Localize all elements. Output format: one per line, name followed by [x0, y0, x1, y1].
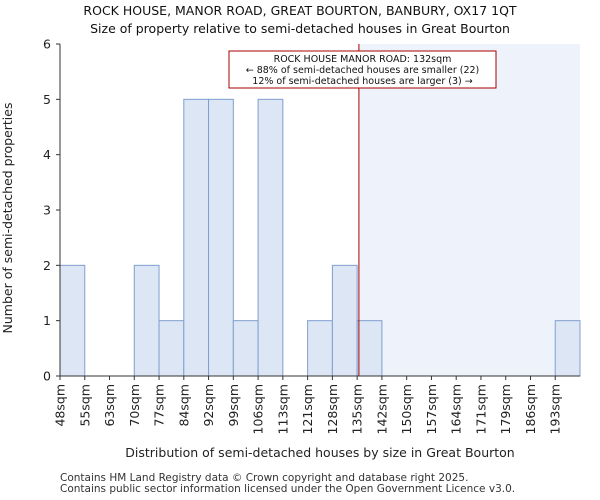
histogram-bar-121sqm — [307, 320, 333, 377]
annotation-line-1: ROCK HOUSE MANOR ROAD: 132sqm — [274, 54, 452, 65]
attribution-footer: Contains HM Land Registry data © Crown c… — [60, 473, 515, 495]
attribution-line-2: Contains public sector information licen… — [60, 483, 516, 495]
annotation-line-3: 12% of semi-detached houses are larger (… — [252, 76, 472, 87]
x-tick-label: 92sqm — [201, 384, 216, 427]
x-tick-label: 113sqm — [275, 384, 290, 434]
y-tick-label: 0 — [43, 369, 51, 384]
histogram-bar-99sqm — [232, 320, 259, 377]
x-tick-label: 99sqm — [226, 384, 241, 427]
x-tick-label: 70sqm — [127, 384, 142, 427]
histogram-bar-84sqm — [183, 98, 210, 377]
x-tick-label: 193sqm — [548, 384, 563, 434]
x-tick-label: 106sqm — [251, 384, 266, 434]
y-tick-label: 1 — [43, 313, 51, 328]
x-tick-label: 179sqm — [498, 384, 513, 434]
annotation-box — [228, 50, 497, 89]
y-tick-label: 4 — [43, 147, 51, 162]
annotation-line-2: ← 88% of semi-detached houses are smalle… — [246, 65, 480, 76]
x-tick-label: 135sqm — [350, 384, 365, 434]
x-tick-label: 164sqm — [449, 384, 464, 434]
histogram-bar-77sqm — [158, 320, 185, 377]
x-tick-label: 142sqm — [374, 384, 389, 434]
x-tick-label: 77sqm — [152, 384, 167, 427]
x-tick-label: 63sqm — [102, 384, 117, 427]
histogram-bar-128sqm — [331, 264, 358, 377]
histogram-bar-48sqm — [59, 264, 86, 377]
x-tick-label: 48sqm — [53, 384, 68, 427]
x-tick-label: 150sqm — [399, 384, 414, 434]
y-axis-label: Number of semi-detached properties — [0, 103, 15, 334]
attribution-line-1: Contains HM Land Registry data © Crown c… — [60, 472, 469, 484]
chart-title: ROCK HOUSE, MANOR ROAD, GREAT BOURTON, B… — [83, 3, 517, 18]
x-tick-label: 55sqm — [77, 384, 92, 427]
larger-region-shade — [358, 44, 580, 376]
y-tick-label: 3 — [43, 203, 51, 218]
y-tick-label: 2 — [43, 258, 51, 273]
x-tick-label: 157sqm — [424, 384, 439, 434]
x-tick-label: 128sqm — [325, 384, 340, 434]
chart-titles: ROCK HOUSE, MANOR ROAD, GREAT BOURTON, B… — [0, 2, 600, 38]
x-tick-label: 84sqm — [176, 384, 191, 427]
x-tick-label: 186sqm — [523, 384, 538, 434]
x-tick-label: 121sqm — [300, 384, 315, 434]
histogram-bar-106sqm — [257, 98, 284, 377]
histogram-bar-92sqm — [208, 98, 234, 377]
histogram-bar-70sqm — [133, 264, 160, 377]
x-tick-label: 171sqm — [473, 384, 488, 434]
histogram-bar-193sqm — [554, 320, 581, 377]
y-tick-label: 5 — [43, 92, 51, 107]
y-tick-label: 6 — [43, 37, 51, 52]
chart-subtitle: Size of property relative to semi-detach… — [90, 21, 510, 36]
histogram-bar-135sqm — [356, 320, 383, 377]
x-axis-label: Distribution of semi-detached houses by … — [125, 445, 514, 460]
